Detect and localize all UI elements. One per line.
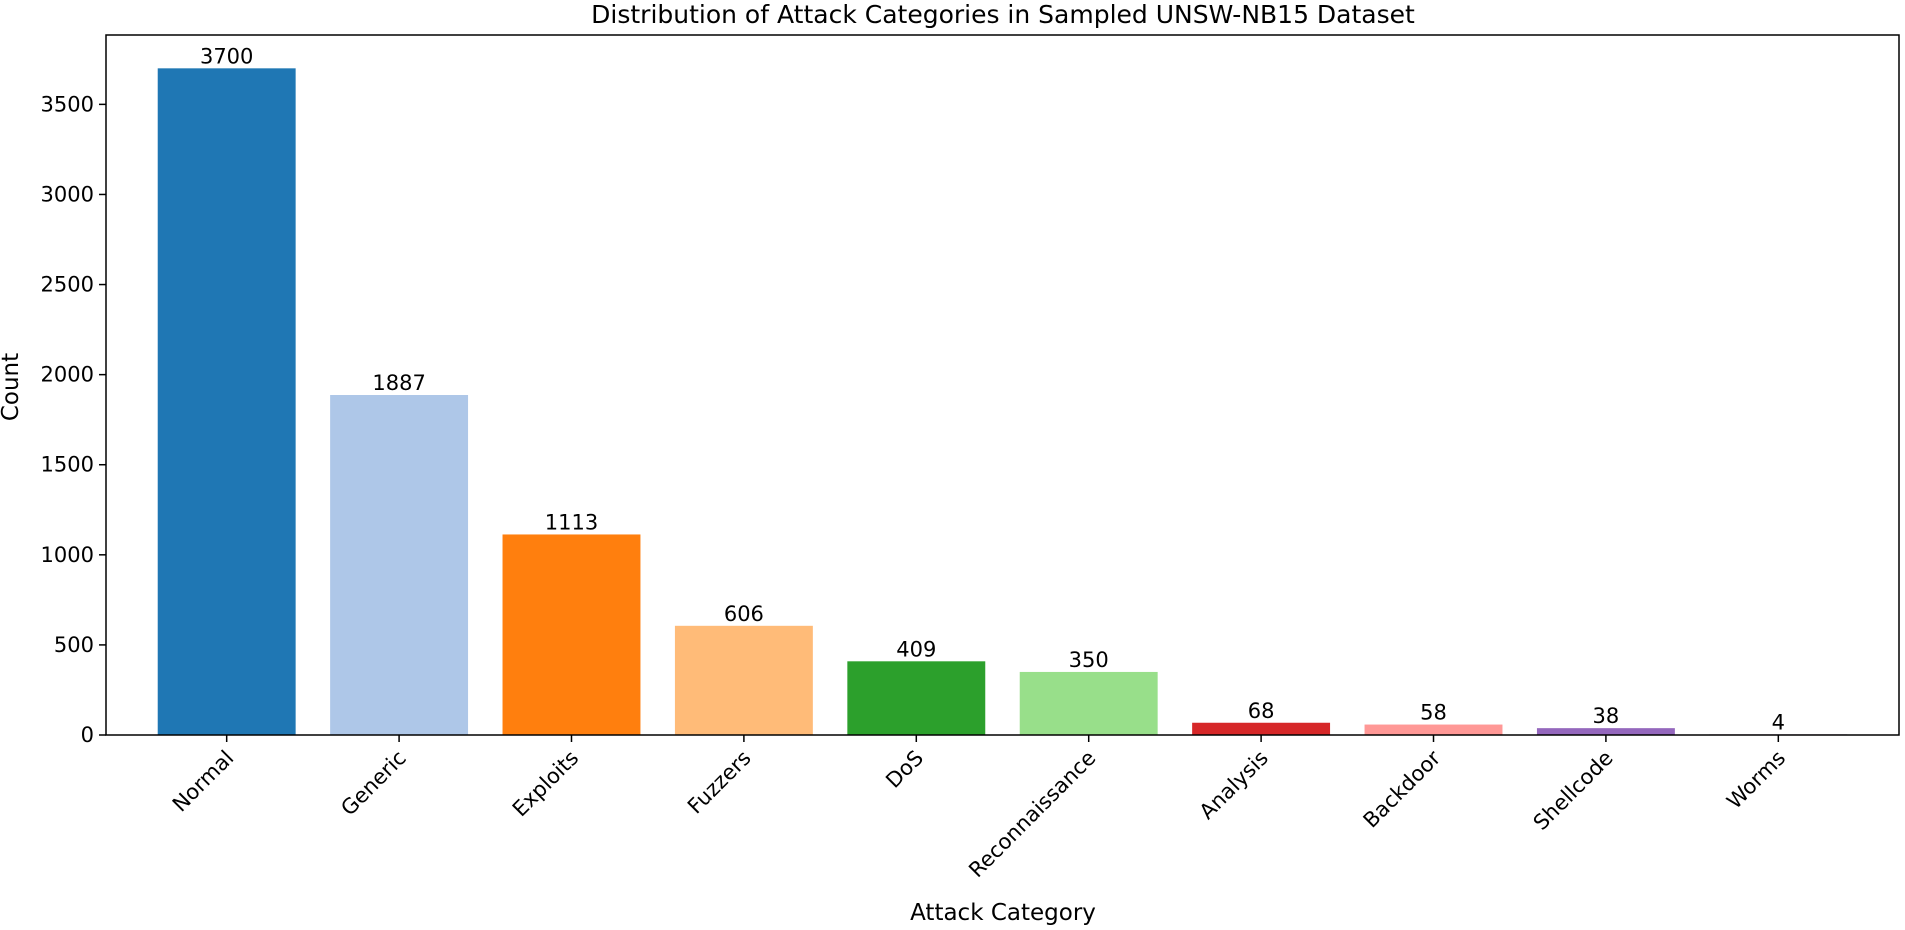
bar-normal [157,68,296,735]
chart-title: Distribution of Attack Categories in Sam… [591,0,1415,29]
x-tick-label: Shellcode [1529,746,1618,835]
y-tick-label: 3500 [41,92,94,116]
x-tick-label: DoS [881,746,928,793]
y-tick-label: 2000 [41,363,94,387]
bar-generic [330,395,469,735]
bar-value-label: 58 [1420,701,1447,725]
x-tick-label: Exploits [508,746,583,821]
bar-shellcode [1536,728,1675,735]
bar-dos [847,661,986,735]
x-axis-label: Attack Category [910,900,1096,926]
y-tick-label: 3000 [41,182,94,206]
x-tick-label: Analysis [1195,746,1273,824]
bar-value-label: 409 [896,637,936,661]
bar-fuzzers [674,625,813,735]
x-tick-label: Worms [1722,746,1790,814]
y-tick-label: 0 [81,723,94,747]
bar-value-label: 38 [1593,704,1620,728]
bar-backdoor [1364,724,1503,735]
x-tick-label: Generic [336,746,411,821]
bar-exploits [502,534,641,735]
y-tick-label: 500 [54,633,94,657]
x-tick-label: Fuzzers [683,746,756,819]
y-tick-label: 1500 [41,453,94,477]
y-tick-label: 1000 [41,543,94,567]
bar-value-label: 68 [1248,699,1275,723]
bar-value-label: 606 [724,602,764,626]
plot-frame [105,34,1900,736]
bar-value-label: 1113 [545,510,598,534]
bar-analysis [1192,722,1331,735]
y-axis-label: Count [0,353,24,421]
x-tick-label: Normal [168,746,239,817]
x-tick-label: Reconnaissance [964,746,1100,882]
bar-value-label: 3700 [200,44,253,68]
y-tick-label: 2500 [41,273,94,297]
x-tick-label: Backdoor [1359,746,1446,833]
bar-reconnaissance [1019,671,1158,735]
bar-value-label: 350 [1069,648,1109,672]
bar-value-label: 1887 [372,371,425,395]
plot-area: 3700 1887 1113 606 409 350 68 58 38 4 0 500 1000 1500… [41,34,1900,882]
bar-value-label: 4 [1772,710,1785,734]
